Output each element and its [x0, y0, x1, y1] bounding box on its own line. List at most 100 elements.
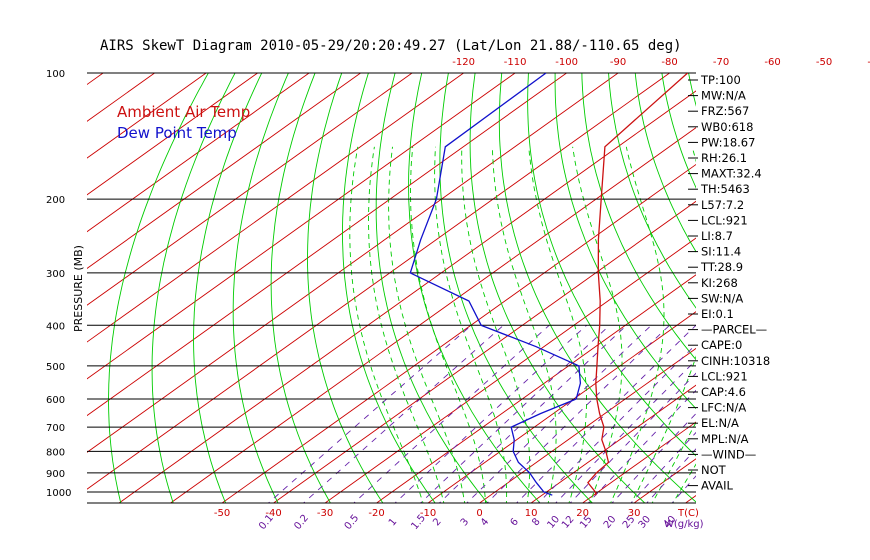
- top-temp-tick-label: -70: [713, 57, 729, 68]
- index-item: MPL:N/A: [701, 432, 749, 446]
- bottom-temp-tick-label: 30: [628, 508, 641, 519]
- mixing-ratio-unit: W(g/kg): [664, 519, 704, 530]
- bottom-temp-tick-label: -50: [214, 508, 230, 519]
- index-item: MW:N/A: [701, 89, 746, 103]
- background-grid: [87, 54, 870, 506]
- dry-adiabat-line: [439, 73, 594, 503]
- index-item: —WIND—: [701, 447, 756, 461]
- index-item: —PARCEL—: [701, 323, 767, 337]
- index-item: TH:5463: [700, 182, 750, 196]
- mixing-ratio-tick-label: 6: [508, 516, 521, 528]
- bottom-temp-tick-label: -40: [265, 508, 281, 519]
- isotherm-line: [221, 163, 696, 503]
- pressure-tick-label: 200: [46, 195, 65, 206]
- mixing-ratio-tick-label: 10: [546, 514, 563, 531]
- mixing-ratio-line: [671, 475, 696, 503]
- dry-adiabat-line: [232, 73, 289, 503]
- dewpoint-trace: [409, 73, 582, 496]
- isotherm-line: [324, 237, 696, 503]
- dry-adiabat-line: [193, 73, 263, 503]
- bottom-temp-tick-label: 20: [576, 508, 589, 519]
- index-item: CINH:10318: [701, 354, 770, 368]
- isotherm-line: [87, 73, 465, 343]
- isobar-lines: [87, 72, 696, 504]
- isotherm-line: [530, 384, 696, 503]
- dry-adiabat-line: [270, 73, 331, 503]
- index-item: SI:11.4: [701, 245, 741, 259]
- moist-adiabat-line: [491, 146, 557, 503]
- isotherm-line: [375, 274, 696, 503]
- top-temp-tick-label: -120: [452, 57, 475, 68]
- mixing-ratio-line: [630, 431, 696, 503]
- index-item: L57:7.2: [701, 198, 744, 212]
- top-temp-tick-label: -90: [610, 57, 626, 68]
- isotherm-line: [427, 311, 696, 503]
- moist-adiabat-line: [461, 146, 531, 503]
- isotherm-line: [87, 73, 568, 417]
- index-item: TP:100: [700, 73, 741, 87]
- bottom-temp-tick-label: 10: [525, 508, 538, 519]
- mixing-ratio-line: [302, 324, 504, 503]
- dry-adiabat-line: [763, 54, 870, 506]
- profile-traces: [409, 73, 689, 496]
- pressure-tick-label: 300: [46, 269, 65, 280]
- pressure-tick-label: 1000: [46, 488, 71, 499]
- mixing-ratio-line: [419, 324, 611, 503]
- mixing-ratio-tick-label: 12: [560, 514, 577, 531]
- index-item: EI:0.1: [701, 307, 734, 321]
- index-item: WB0:618: [701, 120, 753, 134]
- index-item: NOT: [701, 463, 727, 477]
- top-temp-tick-label: -50: [816, 57, 832, 68]
- pressure-tick-label: 500: [46, 362, 65, 373]
- dry-adiabat-line: [108, 73, 209, 503]
- isotherm-line: [272, 200, 696, 503]
- index-item: TT:28.9: [700, 260, 743, 274]
- bottom-temp-tick-label: 0: [476, 508, 482, 519]
- index-item: LFC:N/A: [701, 401, 746, 415]
- top-temp-tick-label: -80: [661, 57, 677, 68]
- dry-adiabat-line: [634, 73, 696, 253]
- isotherm-line: [87, 73, 310, 233]
- bottom-temp-tick-label: -10: [420, 508, 436, 519]
- mixing-ratio-tick-label: 1: [387, 516, 400, 528]
- legend-ambient: Ambient Air Temp: [117, 103, 250, 121]
- dry-adiabat-line: [581, 73, 696, 361]
- dry-adiabat-line: [375, 73, 489, 503]
- isotherm-line: [87, 73, 362, 269]
- dry-adiabat-line: [841, 54, 870, 506]
- dry-adiabat-line: [408, 73, 541, 503]
- dry-adiabat-line: [554, 73, 696, 410]
- pressure-tick-label: 800: [46, 447, 65, 458]
- index-item: CAPE:0: [701, 338, 742, 352]
- top-temp-tick-label: -40: [867, 57, 870, 68]
- bottom-temperature-axis: -50 -40 -30 -20 -10 0 10 20 30: [214, 508, 641, 519]
- index-item: LI:8.7: [701, 229, 733, 243]
- isotherm-line: [478, 347, 696, 503]
- mixing-ratio-line: [611, 412, 696, 503]
- y-axis-label: PRESSURE (MB): [72, 245, 85, 332]
- moist-adiabat-line: [528, 146, 587, 503]
- mixing-ratio-line: [515, 324, 696, 503]
- mixing-ratio-line: [555, 359, 696, 503]
- mixing-ratio-tick-label: 4: [479, 516, 492, 528]
- isotherm-line: [87, 73, 207, 159]
- bottom-axis-unit: T(C): [677, 508, 699, 519]
- chart-legend: Ambient Air Temp Dew Point Temp: [117, 103, 250, 142]
- isotherm-line: [169, 127, 696, 503]
- mixing-ratio-line: [466, 324, 652, 503]
- moist-adiabat-line: [630, 146, 696, 503]
- pressure-tick-label: 900: [46, 469, 65, 480]
- isotherm-line: [87, 73, 156, 122]
- legend-dewpoint: Dew Point Temp: [117, 124, 237, 142]
- isotherm-line: [87, 73, 259, 196]
- index-item: MAXT:32.4: [701, 167, 762, 181]
- index-item: KI:268: [701, 276, 738, 290]
- index-item: LCL:921: [701, 213, 748, 227]
- index-item: LCL:921: [701, 369, 748, 383]
- mixing-ratio-line: [353, 324, 550, 503]
- mixing-ratio-line: [646, 448, 696, 503]
- dry-adiabat-line: [815, 54, 870, 506]
- mixing-ratio-tick-label: 3: [459, 516, 472, 528]
- mixing-ratio-tick-label: 0.5: [343, 513, 362, 532]
